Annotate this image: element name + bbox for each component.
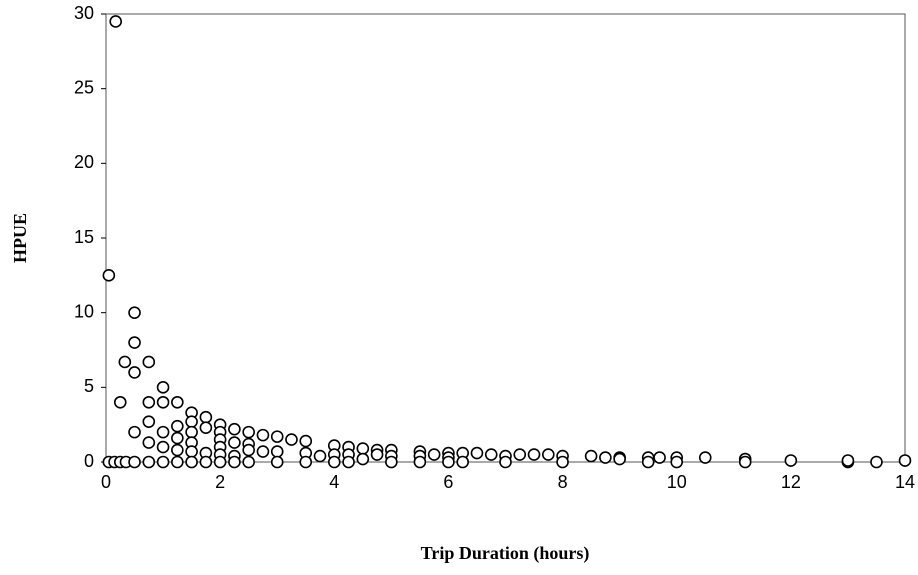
point <box>270 455 284 469</box>
y-tick-label: 10 <box>74 301 94 321</box>
point <box>442 455 455 469</box>
point <box>156 425 170 439</box>
point <box>584 449 598 463</box>
point <box>228 422 241 436</box>
point <box>256 428 270 442</box>
point <box>370 448 384 461</box>
point <box>142 395 156 409</box>
point <box>185 445 198 458</box>
point <box>898 454 912 467</box>
point <box>142 355 156 369</box>
point <box>185 415 198 428</box>
point <box>427 448 441 461</box>
point <box>118 355 132 369</box>
point <box>784 454 798 467</box>
x-tick-label: 10 <box>667 472 687 492</box>
x-tick-label: 12 <box>781 472 801 492</box>
point <box>156 440 170 454</box>
point <box>142 455 156 469</box>
point <box>470 446 484 460</box>
y-tick-label: 15 <box>74 227 94 247</box>
point <box>199 410 213 424</box>
x-tick-label: 6 <box>443 472 453 492</box>
point <box>527 448 541 461</box>
point <box>313 449 327 463</box>
y-axis-title: HPUE <box>10 213 30 263</box>
point <box>171 443 184 457</box>
point <box>299 455 313 469</box>
point <box>242 425 255 439</box>
x-tick-label: 0 <box>101 472 111 492</box>
point <box>870 455 883 469</box>
point <box>599 451 612 464</box>
point <box>499 455 512 469</box>
point <box>242 455 255 469</box>
x-tick-label: 2 <box>215 472 225 492</box>
x-tick-label: 4 <box>329 472 339 492</box>
x-tick-label: 14 <box>895 472 915 492</box>
point <box>270 430 284 443</box>
point <box>213 455 227 469</box>
point <box>556 455 569 469</box>
point <box>171 419 184 433</box>
point <box>185 455 198 469</box>
point <box>456 455 469 469</box>
point <box>156 381 170 394</box>
point <box>102 269 116 282</box>
point <box>738 455 752 469</box>
point <box>142 415 156 428</box>
point <box>128 425 141 439</box>
point <box>413 455 427 469</box>
point <box>128 306 141 319</box>
point <box>199 421 213 434</box>
point <box>356 442 370 455</box>
point <box>484 448 498 461</box>
point <box>171 395 184 409</box>
point <box>613 452 626 466</box>
point <box>256 445 270 458</box>
point <box>653 451 666 464</box>
y-tick-label: 5 <box>84 376 94 396</box>
point <box>327 455 341 469</box>
x-axis-title: Trip Duration (hours) <box>421 543 590 564</box>
point <box>513 448 527 461</box>
plot-frame <box>105 13 906 463</box>
point <box>128 455 141 469</box>
point <box>156 395 170 409</box>
point <box>385 455 398 469</box>
point <box>698 451 712 464</box>
x-tick-label: 8 <box>558 472 568 492</box>
point <box>342 455 355 469</box>
point <box>128 366 141 379</box>
point <box>228 436 241 449</box>
point <box>109 15 123 28</box>
y-tick-label: 0 <box>84 451 94 471</box>
point <box>356 452 370 466</box>
point <box>156 455 170 469</box>
y-tick-label: 30 <box>74 3 94 23</box>
point <box>171 455 184 469</box>
point <box>185 425 198 439</box>
y-tick-label: 20 <box>74 152 94 172</box>
point <box>670 455 684 469</box>
point <box>171 431 184 445</box>
point <box>199 455 213 469</box>
point <box>242 443 255 457</box>
y-tick-label: 25 <box>74 77 94 97</box>
point <box>299 434 313 448</box>
point <box>113 395 127 409</box>
point <box>841 454 855 467</box>
point <box>142 436 156 449</box>
point <box>270 445 284 458</box>
point <box>542 448 555 461</box>
point <box>641 455 655 469</box>
point <box>128 336 141 349</box>
point <box>228 455 241 469</box>
point <box>285 433 298 446</box>
